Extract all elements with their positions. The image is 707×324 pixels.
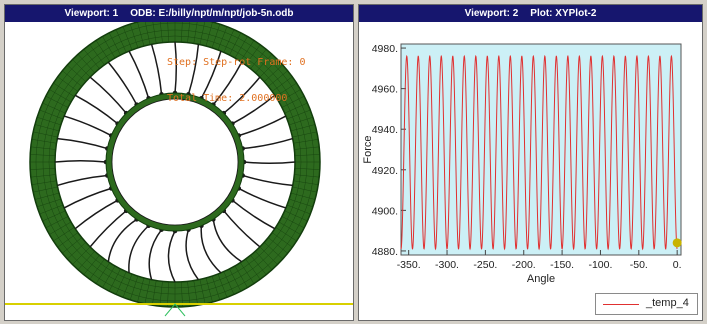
x-tick-label: -100.	[588, 259, 612, 271]
viewport-2-name: Viewport: 2	[464, 8, 519, 19]
plot-area	[400, 43, 682, 256]
viewport-1-odb-path: ODB: E:/billy/npt/m/npt/job-5n.odb	[130, 8, 294, 19]
y-tick-label: 4880.	[372, 246, 398, 258]
xy-plot: 4880. 4900. 4920. 4940. 4960. 4980. -350. -300…	[362, 43, 682, 285]
viewport-1-title-bar[interactable]: Viewport: 1 ODB: E:/billy/npt/m/npt/job-5…	[5, 5, 353, 22]
x-tick-label: -250.	[473, 259, 497, 271]
y-axis-ticks: 4880. 4900. 4920. 4940. 4960. 4980.	[372, 43, 406, 258]
viewport-1-name: Viewport: 1	[64, 8, 119, 19]
total-time-line: Total Time: 2.000000	[167, 93, 288, 104]
legend-label: _temp_4	[646, 297, 689, 309]
legend-line-swatch	[603, 304, 639, 305]
series-end-marker	[672, 238, 682, 248]
x-axis-ticks: -350. -300. -250. -200. -150. -100. -50. 0.	[397, 250, 682, 271]
y-tick-label: 4900.	[372, 205, 398, 217]
tread-mesh-lines	[30, 17, 320, 307]
y-tick-label: 4920.	[372, 165, 398, 177]
y-tick-label: 4960.	[372, 84, 398, 96]
viewport-2-canvas[interactable]: 4880. 4900. 4920. 4940. 4960. 4980. -350. -300…	[359, 22, 702, 320]
x-tick-label: -350.	[397, 259, 421, 271]
hub-bore	[111, 98, 239, 226]
plot-legend[interactable]: _temp_4	[595, 293, 698, 315]
series-temp-4-line	[400, 54, 678, 251]
tire-mesh-model	[5, 16, 353, 317]
step-info: Step: Step-rot Frame: 0 Total Time: 2.00…	[167, 33, 305, 129]
x-tick-label: -200.	[512, 259, 536, 271]
x-axis-label: Angle	[527, 273, 555, 285]
viewport-2-title-bar[interactable]: Viewport: 2 Plot: XYPlot-2	[359, 5, 702, 22]
viewport-1-canvas[interactable]: Step: Step-rot Frame: 0 Total Time: 2.00…	[5, 16, 353, 320]
y-tick-label: 4980.	[372, 43, 398, 55]
viewport-1-window[interactable]: Viewport: 1 ODB: E:/billy/npt/m/npt/job-5…	[4, 4, 354, 321]
ground-reference-symbol	[164, 303, 186, 317]
x-tick-label: -300.	[435, 259, 459, 271]
x-tick-label: -50.	[630, 259, 648, 271]
x-tick-label: -150.	[550, 259, 574, 271]
x-tick-label: 0.	[673, 259, 682, 271]
y-axis-label: Force	[362, 135, 374, 163]
y-tick-label: 4940.	[372, 124, 398, 136]
viewport-2-window[interactable]: Viewport: 2 Plot: XYPlot-2 4880. 4900. 4920…	[358, 4, 703, 321]
step-frame-line: Step: Step-rot Frame: 0	[167, 57, 306, 68]
viewport-2-plot-name: Plot: XYPlot-2	[530, 8, 597, 19]
